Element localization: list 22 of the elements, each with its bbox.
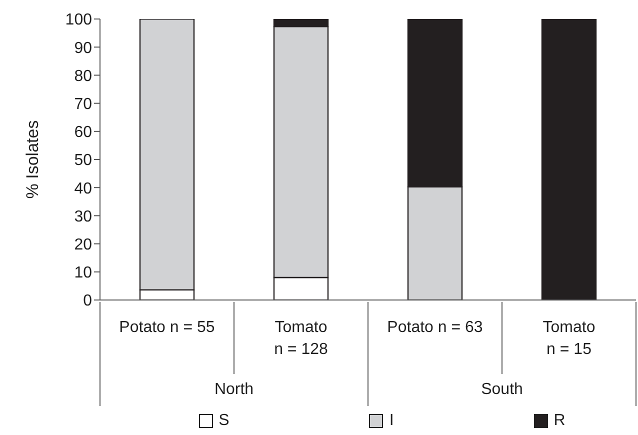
bar (541, 19, 597, 300)
y-tick-label: 50 (74, 152, 92, 170)
y-tick-label: 90 (74, 40, 92, 57)
legend-label: R (552, 412, 566, 430)
y-tick-label: 0 (83, 292, 92, 310)
legend-label: S (218, 412, 230, 430)
y-tick-label: 30 (74, 208, 92, 226)
legend-label: I (388, 412, 394, 430)
x-tick-label: Tomato n = 15 (542, 319, 596, 358)
text: South (481, 381, 523, 398)
y-tick-label: 10 (74, 264, 92, 282)
y-tick-label: 40 (74, 180, 92, 198)
text: North (214, 381, 254, 398)
y-axis-title: % Isolates (23, 120, 42, 199)
y-tick-label: 100 (65, 12, 92, 29)
x-tick-label: Potato n = 63 (387, 319, 483, 336)
y-tick-label: 80 (74, 68, 92, 85)
y-tick-label: 70 (74, 96, 92, 113)
x-tick-label: Potato n = 55 (119, 319, 215, 336)
y-tick-label: 20 (74, 236, 92, 254)
y-tick-label: 60 (74, 124, 92, 142)
x-tick-label: Tomato n = 128 (274, 319, 328, 358)
